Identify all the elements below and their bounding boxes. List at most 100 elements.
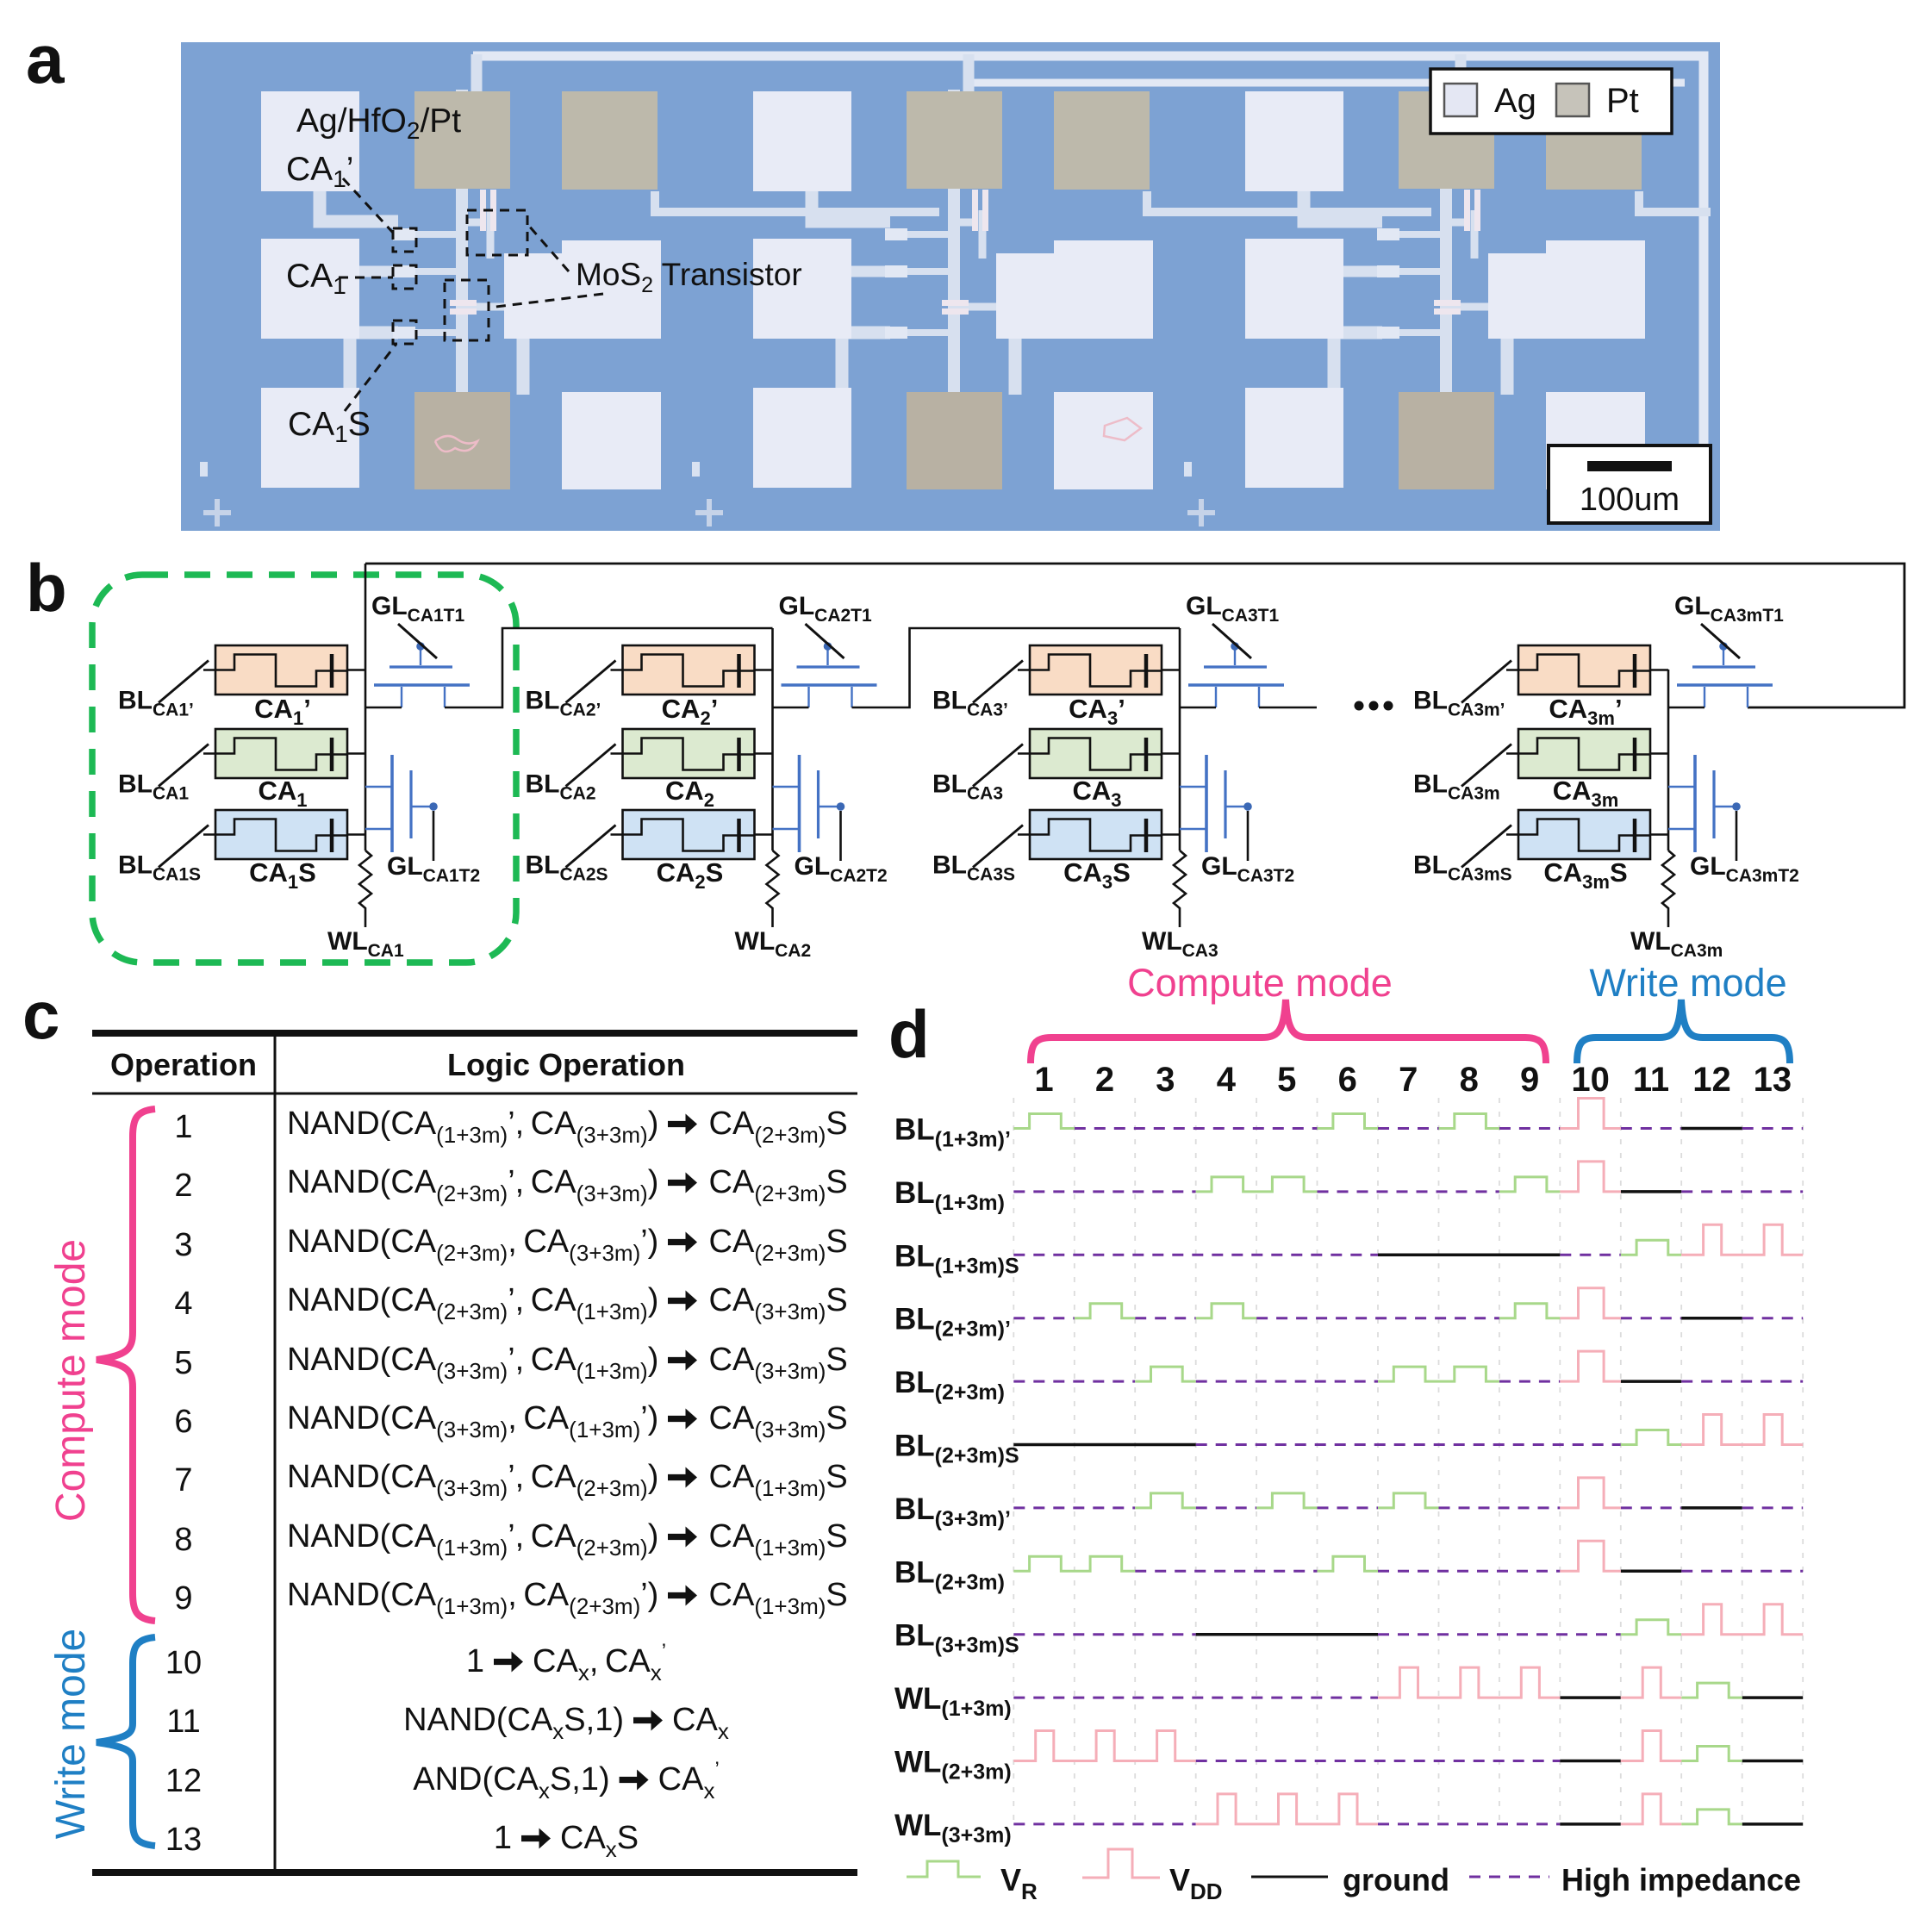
svg-text:CA1: CA1 (258, 776, 307, 811)
svg-text:CA2S: CA2S (657, 857, 724, 893)
svg-text:AND(CAxS,1) → CAx’: AND(CAxS,1) → CAx’ (413, 1758, 720, 1804)
svg-text:BLCA2: BLCA2 (526, 770, 596, 804)
svg-text:11: 11 (1633, 1061, 1669, 1099)
svg-text:4: 4 (1217, 1061, 1237, 1099)
svg-text:BL(3+3m)S: BL(3+3m)S (894, 1619, 1019, 1658)
svg-text:3: 3 (174, 1227, 192, 1263)
svg-text:Write mode: Write mode (1589, 961, 1786, 1005)
svg-text:GLCA2T2: GLCA2T2 (795, 852, 888, 886)
svg-text:BLCA1: BLCA1 (118, 770, 189, 804)
svg-text:Write mode: Write mode (48, 1629, 94, 1840)
svg-text:CA3m: CA3m (1553, 776, 1619, 811)
svg-text:2: 2 (1095, 1061, 1114, 1099)
svg-text:10: 10 (165, 1645, 202, 1681)
svg-text:BL(2+3m)’: BL(2+3m)’ (894, 1303, 1011, 1342)
svg-text:9: 9 (174, 1580, 192, 1617)
svg-text:NAND(CA(2+3m)’, CA(1+3m)) → CA: NAND(CA(2+3m)’, CA(1+3m)) → CA(3+3m)S (287, 1280, 848, 1324)
svg-text:Compute mode: Compute mode (1127, 961, 1393, 1005)
svg-text:CA2’: CA2’ (662, 694, 719, 729)
svg-text:NAND(CA(3+3m), CA(1+3m)’) → CA: NAND(CA(3+3m), CA(1+3m)’) → CA(3+3m)S (287, 1399, 848, 1442)
svg-text:4: 4 (174, 1286, 192, 1322)
svg-text:BLCA3mS: BLCA3mS (1413, 851, 1512, 885)
svg-text:MoS2 Transistor: MoS2 Transistor (576, 257, 802, 297)
svg-text:Operation: Operation (110, 1047, 257, 1082)
svg-text:High impedance: High impedance (1561, 1862, 1801, 1897)
svg-text:13: 13 (1754, 1061, 1792, 1099)
svg-text:GLCA3mT2: GLCA3mT2 (1690, 852, 1799, 886)
svg-text:BL(2+3m): BL(2+3m) (894, 1555, 1005, 1594)
svg-text:BL(1+3m)S: BL(1+3m)S (894, 1239, 1019, 1278)
svg-text:ground: ground (1343, 1862, 1449, 1897)
svg-text:CA3m’: CA3m’ (1549, 694, 1622, 729)
svg-text:CA3: CA3 (1072, 776, 1121, 811)
svg-text:BL(1+3m): BL(1+3m) (894, 1176, 1005, 1215)
svg-text:12: 12 (165, 1763, 202, 1799)
svg-text:WLCA1: WLCA1 (327, 927, 404, 961)
svg-text:7: 7 (174, 1462, 192, 1498)
svg-text:CA1S: CA1S (249, 857, 316, 893)
svg-text:CA1S: CA1S (288, 406, 371, 447)
svg-text:BL(2+3m): BL(2+3m) (894, 1366, 1005, 1405)
svg-text:BL(2+3m)S: BL(2+3m)S (894, 1430, 1019, 1468)
svg-text:BLCA1’: BLCA1’ (118, 687, 194, 720)
svg-text:CA1’: CA1’ (254, 694, 311, 729)
svg-text:BLCA1S: BLCA1S (118, 851, 201, 885)
svg-text:Logic Operation: Logic Operation (447, 1047, 685, 1082)
svg-text:NAND(CA(1+3m)’, CA(3+3m)) → CA: NAND(CA(1+3m)’, CA(3+3m)) → CA(2+3m)S (287, 1104, 848, 1148)
svg-text:BLCA3S: BLCA3S (932, 851, 1015, 885)
svg-text:NAND(CA(2+3m)’, CA(3+3m)) → CA: NAND(CA(2+3m)’, CA(3+3m)) → CA(2+3m)S (287, 1162, 848, 1206)
svg-text:13: 13 (165, 1822, 202, 1858)
svg-text:BL(3+3m)’: BL(3+3m)’ (894, 1492, 1011, 1531)
svg-text:GLCA2T1: GLCA2T1 (779, 592, 873, 626)
svg-text:CA2: CA2 (665, 776, 714, 811)
svg-text:9: 9 (1520, 1061, 1539, 1099)
svg-text:Pt: Pt (1606, 82, 1639, 120)
svg-text:WLCA3m: WLCA3m (1630, 927, 1723, 961)
svg-text:NAND(CA(2+3m), CA(3+3m)’) → CA: NAND(CA(2+3m), CA(3+3m)’) → CA(2+3m)S (287, 1222, 848, 1266)
svg-text:GLCA1T1: GLCA1T1 (371, 592, 465, 626)
svg-text:BLCA2’: BLCA2’ (526, 687, 601, 720)
svg-text:GLCA3mT1: GLCA3mT1 (1674, 592, 1784, 626)
svg-text:WL(3+3m): WL(3+3m) (894, 1809, 1012, 1847)
svg-text:b: b (26, 550, 67, 626)
svg-text:CA3’: CA3’ (1069, 694, 1125, 729)
svg-text:BL(1+3m)’: BL(1+3m)’ (894, 1113, 1011, 1152)
svg-text:3: 3 (1156, 1061, 1175, 1099)
svg-text:WLCA2: WLCA2 (735, 927, 812, 961)
svg-text:6: 6 (1338, 1061, 1357, 1099)
svg-text:WL(2+3m): WL(2+3m) (894, 1746, 1012, 1785)
svg-text:NAND(CAxS,1) → CAx: NAND(CAxS,1) → CAx (403, 1700, 729, 1744)
svg-text:BLCA3m’: BLCA3m’ (1413, 687, 1505, 720)
svg-text:NAND(CA(3+3m)’, CA(2+3m)) → CA: NAND(CA(3+3m)’, CA(2+3m)) → CA(1+3m)S (287, 1457, 848, 1501)
svg-text:c: c (22, 977, 59, 1053)
svg-text:Compute mode: Compute mode (48, 1239, 94, 1522)
svg-text:BLCA3’: BLCA3’ (932, 687, 1008, 720)
svg-text:Ag: Ag (1494, 82, 1536, 120)
svg-text:Ag/HfO2/Pt: Ag/HfO2/Pt (296, 103, 461, 144)
svg-text:11: 11 (166, 1704, 200, 1740)
svg-text:WL(1+3m): WL(1+3m) (894, 1682, 1012, 1721)
svg-text:BLCA3: BLCA3 (932, 770, 1003, 804)
svg-text:NAND(CA(1+3m), CA(2+3m)’) → CA: NAND(CA(1+3m), CA(2+3m)’) → CA(1+3m)S (287, 1575, 848, 1619)
svg-text:8: 8 (174, 1522, 192, 1558)
svg-text:NAND(CA(3+3m)’, CA(1+3m)) → CA: NAND(CA(3+3m)’, CA(1+3m)) → CA(3+3m)S (287, 1340, 848, 1384)
svg-text:CA3S: CA3S (1063, 857, 1131, 893)
svg-text:2: 2 (174, 1168, 192, 1204)
svg-text:1 → CAxS: 1 → CAxS (494, 1818, 639, 1862)
svg-text:7: 7 (1399, 1061, 1418, 1099)
svg-text:WLCA3: WLCA3 (1142, 927, 1218, 961)
svg-text:VR: VR (1000, 1862, 1038, 1904)
svg-text:1: 1 (1034, 1061, 1053, 1099)
svg-text:5: 5 (1277, 1061, 1296, 1099)
svg-text:BLCA3m: BLCA3m (1413, 770, 1500, 804)
svg-text:1: 1 (174, 1109, 192, 1145)
svg-text:CA1: CA1 (286, 258, 346, 299)
svg-text:a: a (26, 21, 65, 97)
svg-text:NAND(CA(1+3m)’, CA(2+3m)) → CA: NAND(CA(1+3m)’, CA(2+3m)) → CA(1+3m)S (287, 1517, 848, 1561)
svg-text:12: 12 (1692, 1061, 1731, 1099)
svg-text:6: 6 (174, 1404, 192, 1440)
svg-text:BLCA2S: BLCA2S (526, 851, 608, 885)
svg-text:GLCA3T1: GLCA3T1 (1186, 592, 1280, 626)
svg-text:8: 8 (1460, 1061, 1479, 1099)
svg-text:100um: 100um (1580, 482, 1680, 518)
